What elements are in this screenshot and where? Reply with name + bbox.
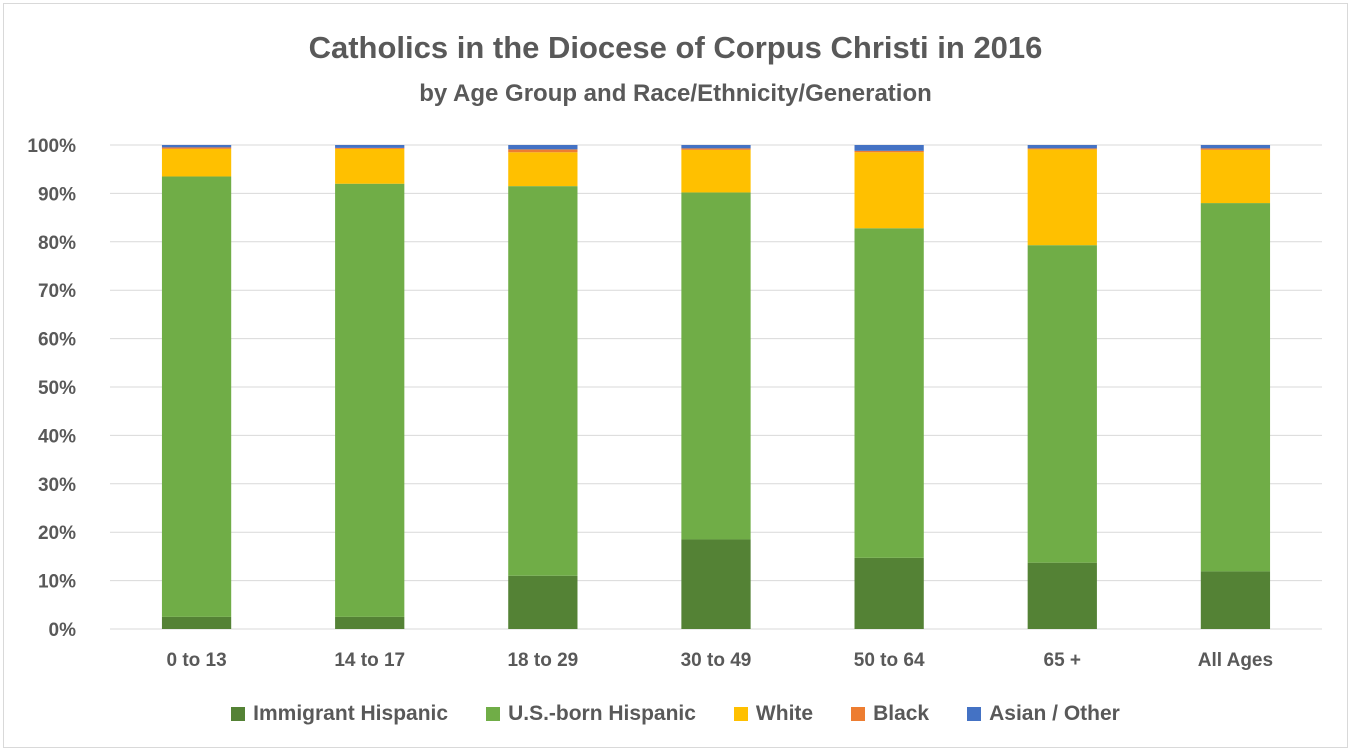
legend-label: Black (873, 702, 930, 725)
x-tick-label: 50 to 64 (854, 650, 925, 671)
x-tick-label: 30 to 49 (681, 650, 752, 671)
bar-segment (508, 145, 578, 150)
bar-segment (1200, 571, 1271, 629)
bar-segment (335, 147, 405, 149)
bar-segment (854, 150, 924, 153)
bar-segment (335, 183, 405, 617)
bar-segment (854, 145, 924, 151)
y-tick-label: 100% (27, 136, 76, 157)
bar-segment (681, 148, 751, 150)
x-tick-label: 18 to 29 (507, 650, 578, 671)
legend-item: Immigrant Hispanic (231, 702, 448, 726)
bar-segment (681, 149, 751, 193)
legend-label: White (755, 702, 814, 725)
y-tick-label: 50% (38, 378, 76, 399)
x-tick-label: 0 to 13 (166, 650, 226, 671)
y-tick-label: 90% (38, 184, 76, 205)
bar-segment (1200, 148, 1271, 150)
bar-segment (1200, 203, 1271, 572)
bar-segment (854, 152, 924, 229)
bar-segment (335, 616, 405, 629)
legend-item: White (733, 702, 814, 726)
legend-swatch (733, 707, 748, 721)
legend-swatch (851, 707, 866, 721)
bar-segment (1027, 245, 1097, 563)
x-tick-label: All Ages (1198, 650, 1273, 671)
bar-segment (508, 186, 578, 576)
legend-swatch (486, 707, 501, 721)
bar-segment (508, 152, 578, 187)
bar-segment (1027, 145, 1097, 149)
bar-segment (161, 145, 232, 148)
chart-title: Catholics in the Diocese of Corpus Chris… (308, 30, 1043, 65)
y-tick-label: 0% (49, 620, 77, 641)
legend-label: Asian / Other (989, 702, 1120, 725)
y-tick-label: 30% (38, 475, 76, 496)
bar-segment (681, 539, 751, 629)
legend-swatch (231, 707, 246, 721)
y-tick-label: 10% (38, 572, 76, 593)
y-tick-label: 20% (38, 523, 76, 544)
bar-segment (508, 575, 578, 629)
bar-segment (681, 145, 751, 149)
bar-segment (854, 228, 924, 558)
bar-segment (161, 148, 232, 177)
bar-segment (161, 147, 232, 149)
bar-segment (681, 192, 751, 540)
legend-item: Black (851, 702, 929, 726)
y-tick-label: 80% (38, 233, 76, 254)
legend-item: U.S.-born Hispanic (486, 702, 696, 726)
legend-label: U.S.-born Hispanic (508, 702, 696, 725)
y-tick-label: 70% (38, 281, 76, 302)
x-tick-label: 65 + (1044, 650, 1082, 671)
bar-segment (1200, 149, 1271, 204)
legend-item: Asian / Other (967, 702, 1120, 726)
bar-segment (335, 145, 405, 148)
bar-segment (161, 616, 232, 629)
legend-label: Immigrant Hispanic (253, 702, 449, 725)
y-tick-label: 60% (38, 330, 76, 351)
bar-segment (335, 148, 405, 184)
bar-segment (1200, 145, 1271, 149)
bar-segment (1027, 149, 1097, 246)
y-tick-label: 40% (38, 426, 76, 447)
bar-segment (1027, 562, 1097, 629)
bar-segment (161, 176, 232, 617)
bar-segment (508, 149, 578, 153)
legend-swatch (967, 707, 982, 721)
bar-segment (1027, 148, 1097, 150)
chart-legend: Immigrant Hispanic U.S.-born Hispanic Whit… (0, 702, 1351, 726)
chart-subtitle: by Age Group and Race/Ethnicity/Generati… (419, 80, 932, 107)
bar-segment (854, 557, 924, 629)
x-tick-label: 14 to 17 (334, 650, 405, 671)
